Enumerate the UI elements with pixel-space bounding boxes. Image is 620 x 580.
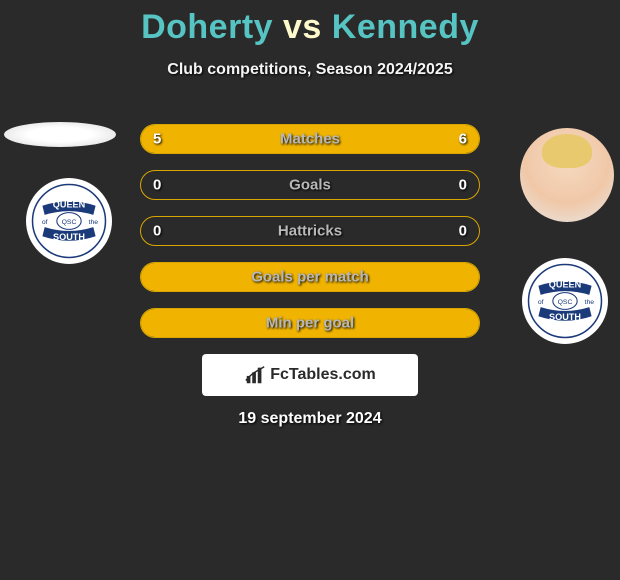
player2-name: Kennedy (332, 8, 479, 46)
svg-text:the: the (89, 219, 99, 226)
brand-text: FcTables.com (270, 366, 376, 384)
svg-text:QSC: QSC (558, 299, 573, 306)
svg-text:of: of (42, 219, 48, 226)
svg-text:of: of (538, 299, 544, 306)
snapshot-date: 19 september 2024 (0, 410, 620, 428)
stat-value-left: 0 (153, 177, 161, 194)
stat-row: 0 0Goals (140, 170, 480, 200)
comparison-title: Doherty vs Kennedy (0, 0, 620, 47)
svg-text:QUEEN: QUEEN (549, 279, 581, 289)
stat-label: Hattricks (141, 223, 479, 240)
stat-fill-left (141, 125, 293, 153)
player1-name: Doherty (141, 8, 273, 46)
svg-text:QSC: QSC (62, 219, 77, 226)
subtitle: Club competitions, Season 2024/2025 (0, 61, 620, 79)
stat-fill-left (141, 309, 479, 337)
stat-row: 0 0Hattricks (140, 216, 480, 246)
player1-avatar (4, 122, 116, 147)
stat-fill-right (293, 125, 479, 153)
stat-value-right: 6 (459, 131, 467, 148)
brand-badge[interactable]: FcTables.com (202, 354, 418, 396)
club-crest-icon: QUEEN SOUTH of the QSC (31, 183, 107, 259)
player1-club-badge: QUEEN SOUTH of the QSC (26, 178, 112, 264)
stat-label: Goals (141, 177, 479, 194)
stat-value-right: 0 (459, 177, 467, 194)
stat-rows: 56Matches00Goals00HattricksGoals per mat… (140, 124, 480, 354)
stat-row: Goals per match (140, 262, 480, 292)
club-crest-icon: QUEEN SOUTH of the QSC (527, 263, 603, 339)
vs-text: vs (283, 8, 322, 46)
stat-row: Min per goal (140, 308, 480, 338)
stat-value-left: 5 (153, 131, 161, 148)
svg-text:SOUTH: SOUTH (53, 232, 85, 242)
svg-text:the: the (585, 299, 595, 306)
stat-row: 56Matches (140, 124, 480, 154)
bar-chart-icon (244, 364, 266, 386)
svg-text:QUEEN: QUEEN (53, 199, 85, 209)
stat-value-right: 0 (459, 223, 467, 240)
svg-text:SOUTH: SOUTH (549, 312, 581, 322)
stat-value-left: 0 (153, 223, 161, 240)
player2-club-badge: QUEEN SOUTH of the QSC (522, 258, 608, 344)
player2-avatar (520, 128, 614, 222)
stat-fill-left (141, 263, 479, 291)
